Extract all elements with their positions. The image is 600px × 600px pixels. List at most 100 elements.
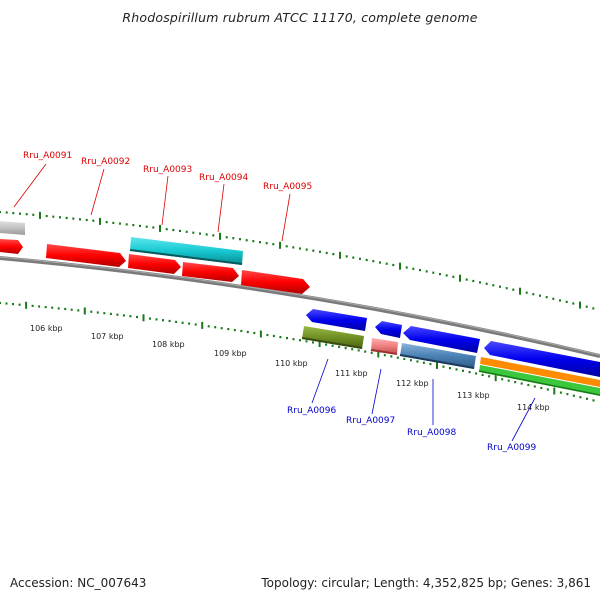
minor-tick [5, 211, 8, 214]
minor-tick [192, 231, 195, 234]
forward-strand-genes [0, 221, 310, 294]
gene-label-rru-a0094[interactable]: Rru_A0094 [199, 173, 248, 183]
leader-line [90, 168, 105, 216]
minor-tick [479, 281, 481, 284]
minor-tick [409, 359, 412, 362]
minor-tick [546, 388, 549, 391]
minor-tick [185, 230, 188, 233]
scale-label: 112 kbp [396, 379, 429, 388]
genome-title: Rhodospirillum rubrum ATCC 11170, comple… [122, 10, 478, 25]
gene-label-rru-a0097[interactable]: Rru_A0097 [346, 416, 395, 426]
minor-tick [539, 294, 541, 297]
minor-tick [57, 307, 60, 310]
minor-tick [572, 394, 575, 397]
major-tick [142, 314, 145, 322]
minor-tick [501, 378, 504, 381]
minor-tick [527, 383, 530, 387]
minor-tick [51, 306, 54, 309]
minor-tick [32, 213, 35, 216]
gene-rru-a0098[interactable] [400, 343, 476, 369]
minor-tick [207, 325, 210, 328]
gene-label-rru-a0093[interactable]: Rru_A0093 [143, 165, 192, 175]
minor-tick [462, 369, 464, 372]
bottom-tick-track [0, 301, 595, 402]
minor-tick [285, 245, 288, 248]
major-tick [201, 321, 204, 329]
minor-tick [520, 382, 523, 385]
leader-line [217, 183, 225, 233]
gene-label-rru-a0091[interactable]: Rru_A0091 [23, 151, 72, 161]
gene-label-rru-a0095[interactable]: Rru_A0095 [263, 182, 312, 192]
minor-tick [245, 239, 248, 242]
minor-tick [379, 261, 381, 264]
gene-partial-gray[interactable] [0, 221, 25, 235]
minor-tick [265, 242, 268, 245]
minor-tick [372, 260, 375, 263]
minor-tick [312, 341, 314, 344]
minor-tick [52, 215, 55, 218]
minor-tick [442, 365, 445, 368]
minor-tick [45, 214, 48, 218]
minor-tick [507, 379, 510, 382]
major-tick [83, 307, 86, 315]
leader-line [161, 175, 169, 226]
minor-tick [312, 249, 315, 252]
minor-tick [246, 330, 249, 334]
minor-tick [44, 306, 47, 309]
leader-line [311, 358, 329, 404]
gene-rru-a0093[interactable] [130, 237, 243, 265]
gene-orange[interactable] [480, 357, 600, 387]
gene-label-rru-a0099[interactable]: Rru_A0099 [487, 443, 536, 453]
minor-tick [77, 309, 80, 312]
minor-tick [452, 275, 455, 278]
minor-tick [344, 347, 347, 350]
gene-rru-a0095[interactable] [241, 270, 310, 294]
gene-rru-a0097[interactable] [371, 338, 398, 354]
minor-tick [370, 351, 373, 354]
minor-tick [125, 223, 128, 226]
gene-partial-red[interactable] [0, 239, 23, 254]
minor-tick [5, 302, 8, 305]
gene-rru-a0094b[interactable] [182, 262, 239, 282]
minor-tick [105, 221, 108, 224]
accession-text: Accession: NC_007643 [10, 576, 147, 590]
minor-tick [152, 226, 155, 229]
minor-tick [149, 317, 151, 320]
gene-blue-1[interactable] [306, 309, 367, 331]
minor-tick [292, 338, 295, 341]
minor-tick [109, 312, 112, 315]
minor-tick [419, 269, 421, 272]
minor-tick [253, 331, 256, 335]
gene-label-rru-a0096[interactable]: Rru_A0096 [287, 406, 336, 416]
major-tick [99, 217, 101, 225]
gene-label-rru-a0092[interactable]: Rru_A0092 [81, 157, 130, 167]
minor-tick [352, 256, 355, 259]
gene-label-rru-a0098[interactable]: Rru_A0098 [407, 428, 456, 438]
minor-tick [357, 349, 360, 352]
minor-tick [165, 228, 168, 231]
top-tick-track [0, 210, 595, 310]
major-tick [279, 241, 281, 249]
minor-tick [194, 323, 197, 326]
gene-rru-a0094[interactable] [128, 254, 181, 274]
major-tick [519, 287, 521, 295]
minor-tick [485, 282, 488, 285]
minor-tick [319, 250, 321, 253]
minor-tick [122, 314, 125, 317]
gene-blue-4[interactable] [484, 341, 600, 377]
gene-rru-a0092[interactable] [46, 244, 126, 267]
minor-tick [512, 288, 515, 291]
minor-tick [181, 321, 184, 324]
minor-tick [412, 267, 415, 270]
minor-tick [233, 329, 236, 332]
minor-tick [79, 218, 81, 221]
scale-label: 113 kbp [457, 391, 490, 400]
gene-blue-2[interactable] [375, 321, 402, 338]
minor-tick [103, 312, 106, 315]
minor-tick [179, 229, 181, 232]
minor-tick [145, 225, 148, 228]
minor-tick [205, 233, 208, 236]
minor-tick [225, 236, 228, 239]
gene-blue-3[interactable] [403, 326, 480, 353]
gene-rru-a0096[interactable] [302, 326, 364, 349]
